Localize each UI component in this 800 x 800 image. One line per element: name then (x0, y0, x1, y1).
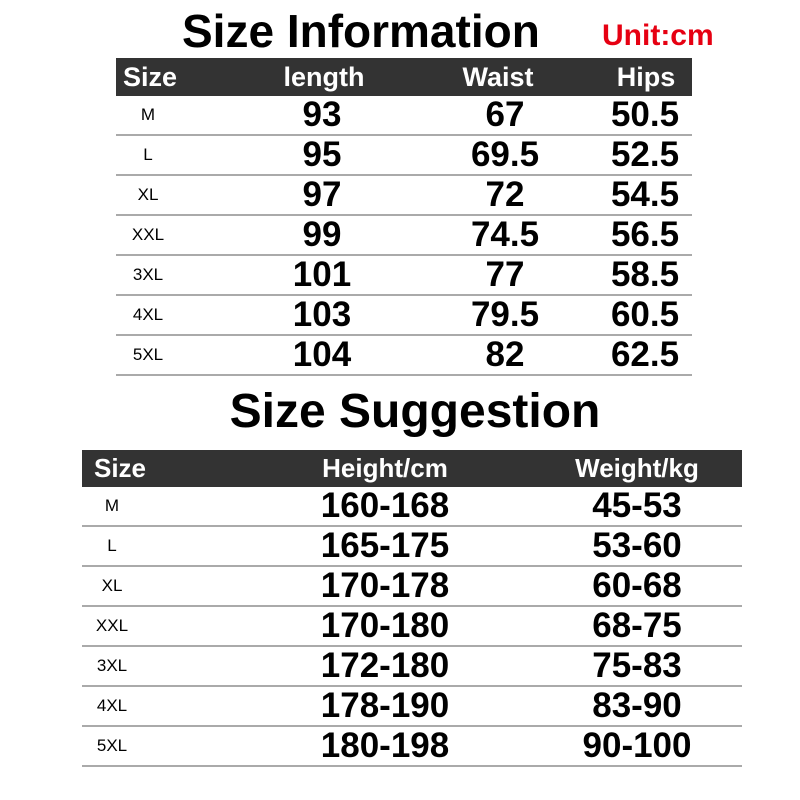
value-cell: 99 (302, 215, 342, 254)
size-cell: 5XL (132, 345, 164, 364)
value-cell: 160-168 (320, 486, 450, 525)
size-cell: 5XL (96, 736, 128, 755)
value-cell: 52.5 (610, 135, 680, 174)
value-cell: 82 (485, 335, 525, 374)
value-cell: 97 (302, 175, 342, 214)
value-cell: 170-180 (320, 606, 450, 645)
size-cell: XL (101, 576, 123, 595)
size-cell: L (107, 536, 117, 555)
value-cell: 165-175 (320, 526, 450, 565)
value-cell: 83-90 (592, 686, 682, 725)
table-row: L 165-175 53-60 (82, 527, 742, 567)
value-cell: 170-178 (320, 566, 450, 605)
size-cell: 4XL (132, 305, 164, 324)
value-cell: 178-190 (320, 686, 450, 725)
value-cell: 104 (292, 335, 352, 374)
table-row: 3XL 101 77 58.5 (116, 256, 692, 296)
value-cell: 75-83 (592, 646, 682, 685)
size-cell: XXL (95, 616, 129, 635)
value-cell: 77 (485, 255, 525, 294)
table-row: L 95 69.5 52.5 (116, 136, 692, 176)
value-cell: 72 (485, 175, 525, 214)
table-row: 4XL 103 79.5 60.5 (116, 296, 692, 336)
value-cell: 45-53 (592, 486, 682, 525)
value-cell: 180-198 (320, 726, 450, 765)
size-cell: 3XL (132, 265, 164, 284)
column-header: Weight/kg (575, 453, 699, 483)
value-cell: 60.5 (610, 295, 680, 334)
size-cell: XXL (131, 225, 165, 244)
size-cell: XL (137, 185, 159, 204)
table-row: 3XL 172-180 75-83 (82, 647, 742, 687)
table-header: Size Height/cm Weight/kg (82, 450, 742, 487)
column-header: Height/cm (322, 453, 448, 483)
table-row: M 160-168 45-53 (82, 487, 742, 527)
value-cell: 90-100 (582, 726, 692, 765)
size-suggestion-table: Size Height/cm Weight/kg M 160-168 45-53 L 165-… (82, 450, 742, 767)
value-cell: 56.5 (610, 215, 680, 254)
size-cell: M (104, 496, 120, 515)
size-information-table: Size length Waist Hips M 93 67 50.5 L 95 69.5 52.5 X… (116, 58, 692, 376)
table-row: 4XL 178-190 83-90 (82, 687, 742, 727)
column-header: Size (93, 453, 147, 483)
value-cell: 95 (302, 135, 342, 174)
size-information-title: Size Information (182, 5, 540, 57)
column-header: Waist (462, 62, 534, 92)
unit-label: Unit:cm (602, 19, 714, 52)
value-cell: 101 (292, 255, 352, 294)
value-cell: 79.5 (470, 295, 540, 334)
column-header: Hips (616, 62, 676, 92)
value-cell: 54.5 (610, 175, 680, 214)
value-cell: 103 (292, 295, 352, 334)
value-cell: 74.5 (470, 215, 540, 254)
size-cell: M (140, 105, 156, 124)
value-cell: 58.5 (610, 255, 680, 294)
table-row: XXL 170-180 68-75 (82, 607, 742, 647)
value-cell: 68-75 (592, 606, 682, 645)
value-cell: 67 (485, 95, 525, 134)
table-row: M 93 67 50.5 (116, 96, 692, 136)
value-cell: 172-180 (320, 646, 450, 685)
table-row: XXL 99 74.5 56.5 (116, 216, 692, 256)
size-suggestion-title: Size Suggestion (229, 385, 601, 438)
value-cell: 60-68 (592, 566, 682, 605)
size-cell: 3XL (96, 656, 128, 675)
column-header: Size (122, 62, 178, 92)
value-cell: 62.5 (610, 335, 680, 374)
size-cell: L (143, 145, 153, 164)
column-header: length (283, 62, 365, 92)
table-row: XL 97 72 54.5 (116, 176, 692, 216)
table-row: XL 170-178 60-68 (82, 567, 742, 607)
table-header: Size length Waist Hips (116, 58, 692, 96)
value-cell: 53-60 (592, 526, 682, 565)
value-cell: 50.5 (610, 95, 680, 134)
value-cell: 93 (302, 95, 342, 134)
table-row: 5XL 104 82 62.5 (116, 336, 692, 376)
size-cell: 4XL (96, 696, 128, 715)
value-cell: 69.5 (470, 135, 540, 174)
table-row: 5XL 180-198 90-100 (82, 727, 742, 767)
